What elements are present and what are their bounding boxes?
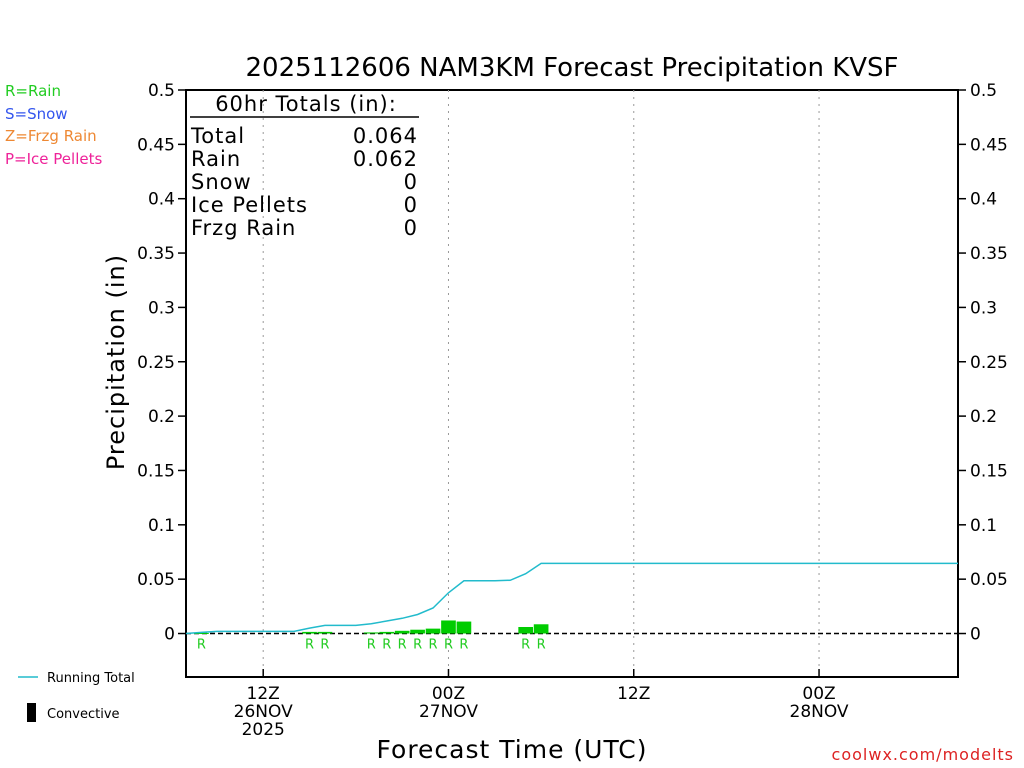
precip-bar — [302, 631, 317, 634]
precip-type-marker: R — [197, 638, 206, 653]
series-legend: Running Total Convective — [18, 671, 135, 722]
y-tick-label-right: 0.1 — [970, 516, 997, 536]
x-tick-label: 27NOV — [419, 702, 478, 722]
y-tick-label-right: 0.4 — [970, 190, 997, 210]
x-tick-label: 00Z — [802, 684, 835, 704]
plot-frame — [185, 89, 959, 678]
x-tick-label: 12Z — [617, 684, 650, 704]
totals-label-ice-pellets: Ice Pellets — [191, 193, 308, 217]
running-total-line — [185, 562, 958, 635]
totals-label-snow: Snow — [191, 170, 252, 194]
precip-bar — [379, 631, 395, 634]
y-tick-label-right: 0.5 — [970, 81, 997, 101]
precip-type-marker: R — [537, 638, 546, 653]
x-tick-label: 2025 — [242, 720, 285, 740]
totals-value-frzg-rain: 0 — [404, 216, 418, 240]
chart-title: 2025112606 NAM3KM Forecast Precipitation… — [246, 53, 899, 83]
precip-type-marker: R — [521, 638, 530, 653]
x-tick-label: 12Z — [247, 684, 280, 704]
y-tick-label-right: 0.05 — [970, 570, 1008, 590]
convective-swatch — [27, 703, 36, 722]
precip-type-marker: R — [429, 638, 438, 653]
legend-convective: Convective — [47, 707, 120, 722]
y-tick-label-left: 0.45 — [137, 135, 175, 155]
totals-value-total: 0.064 — [353, 124, 418, 148]
y-axis-label: Precipitation (in) — [102, 254, 130, 470]
legend-ice-pellets: P=Ice Pellets — [5, 150, 102, 168]
y-tick-label-left: 0.35 — [137, 244, 175, 264]
totals-label-total: Total — [190, 124, 245, 148]
totals-value-rain: 0.062 — [353, 147, 418, 171]
y-tick-label-left: 0.1 — [148, 516, 175, 536]
y-tick-label-right: 0.25 — [970, 353, 1008, 373]
precip-bar — [194, 632, 209, 634]
x-axis-label: Forecast Time (UTC) — [377, 735, 648, 764]
y-tick-label-right: 0.2 — [970, 407, 997, 427]
totals-box: 60hr Totals (in): Total 0.064 Rain 0.062… — [190, 92, 419, 240]
precip-bar — [441, 620, 456, 634]
legend-snow: S=Snow — [5, 105, 68, 123]
y-tick-label-right: 0.35 — [970, 244, 1008, 264]
y-tick-label-right: 0.45 — [970, 135, 1008, 155]
precip-type-legend: R=Rain S=Snow Z=Frzg Rain P=Ice Pellets — [5, 82, 102, 168]
totals-label-rain: Rain — [191, 147, 241, 171]
totals-label-frzg-rain: Frzg Rain — [191, 216, 296, 240]
y-tick-label-left: 0.25 — [137, 353, 175, 373]
precip-bar — [394, 630, 410, 634]
y-tick-label-right: 0.15 — [970, 461, 1008, 481]
grid-lines — [262, 90, 820, 677]
legend-rain: R=Rain — [5, 82, 61, 100]
precip-bar — [456, 621, 472, 634]
precip-bar — [533, 624, 549, 634]
y-tick-label-left: 0.5 — [148, 81, 175, 101]
precip-bar — [410, 629, 425, 634]
totals-header: 60hr Totals (in): — [215, 92, 397, 116]
precip-type-marker: R — [382, 638, 391, 653]
precip-bars — [194, 620, 549, 634]
x-tick-label: 00Z — [432, 684, 465, 704]
precip-type-marker: R — [367, 638, 376, 653]
precip-bar — [317, 631, 333, 634]
precip-type-marker: R — [459, 638, 468, 653]
y-tick-label-left: 0.4 — [148, 190, 175, 210]
legend-frzg-rain: Z=Frzg Rain — [5, 127, 97, 145]
precip-type-marker: R — [305, 638, 314, 653]
precip-bar — [425, 628, 441, 634]
totals-value-ice-pellets: 0 — [404, 193, 418, 217]
y-tick-label-left: 0.2 — [148, 407, 175, 427]
y-tick-label-right: 0.3 — [970, 298, 997, 318]
y-axis-ticks: 0 00.05 0.050.1 0.10.15 0.150.2 0.20.25 0.250.… — [137, 81, 1008, 645]
credit-text: coolwx.com/modelts — [832, 745, 1014, 764]
x-tick-label: 26NOV — [234, 702, 293, 722]
legend-running-total: Running Total — [47, 671, 135, 686]
precip-type-marker: R — [413, 638, 422, 653]
totals-value-snow: 0 — [404, 170, 418, 194]
y-tick-label-left: 0.3 — [148, 298, 175, 318]
precip-type-marker: R — [398, 638, 407, 653]
precip-type-marker: R — [444, 638, 453, 653]
y-tick-label-left: 0 — [164, 625, 175, 645]
y-tick-label-left: 0.15 — [137, 461, 175, 481]
y-tick-label-right: 0 — [970, 625, 981, 645]
precip-bar — [363, 632, 379, 634]
precip-bar — [518, 626, 534, 634]
x-tick-label: 28NOV — [790, 702, 849, 722]
precip-type-marker: R — [320, 638, 329, 653]
y-tick-label-left: 0.05 — [137, 570, 175, 590]
